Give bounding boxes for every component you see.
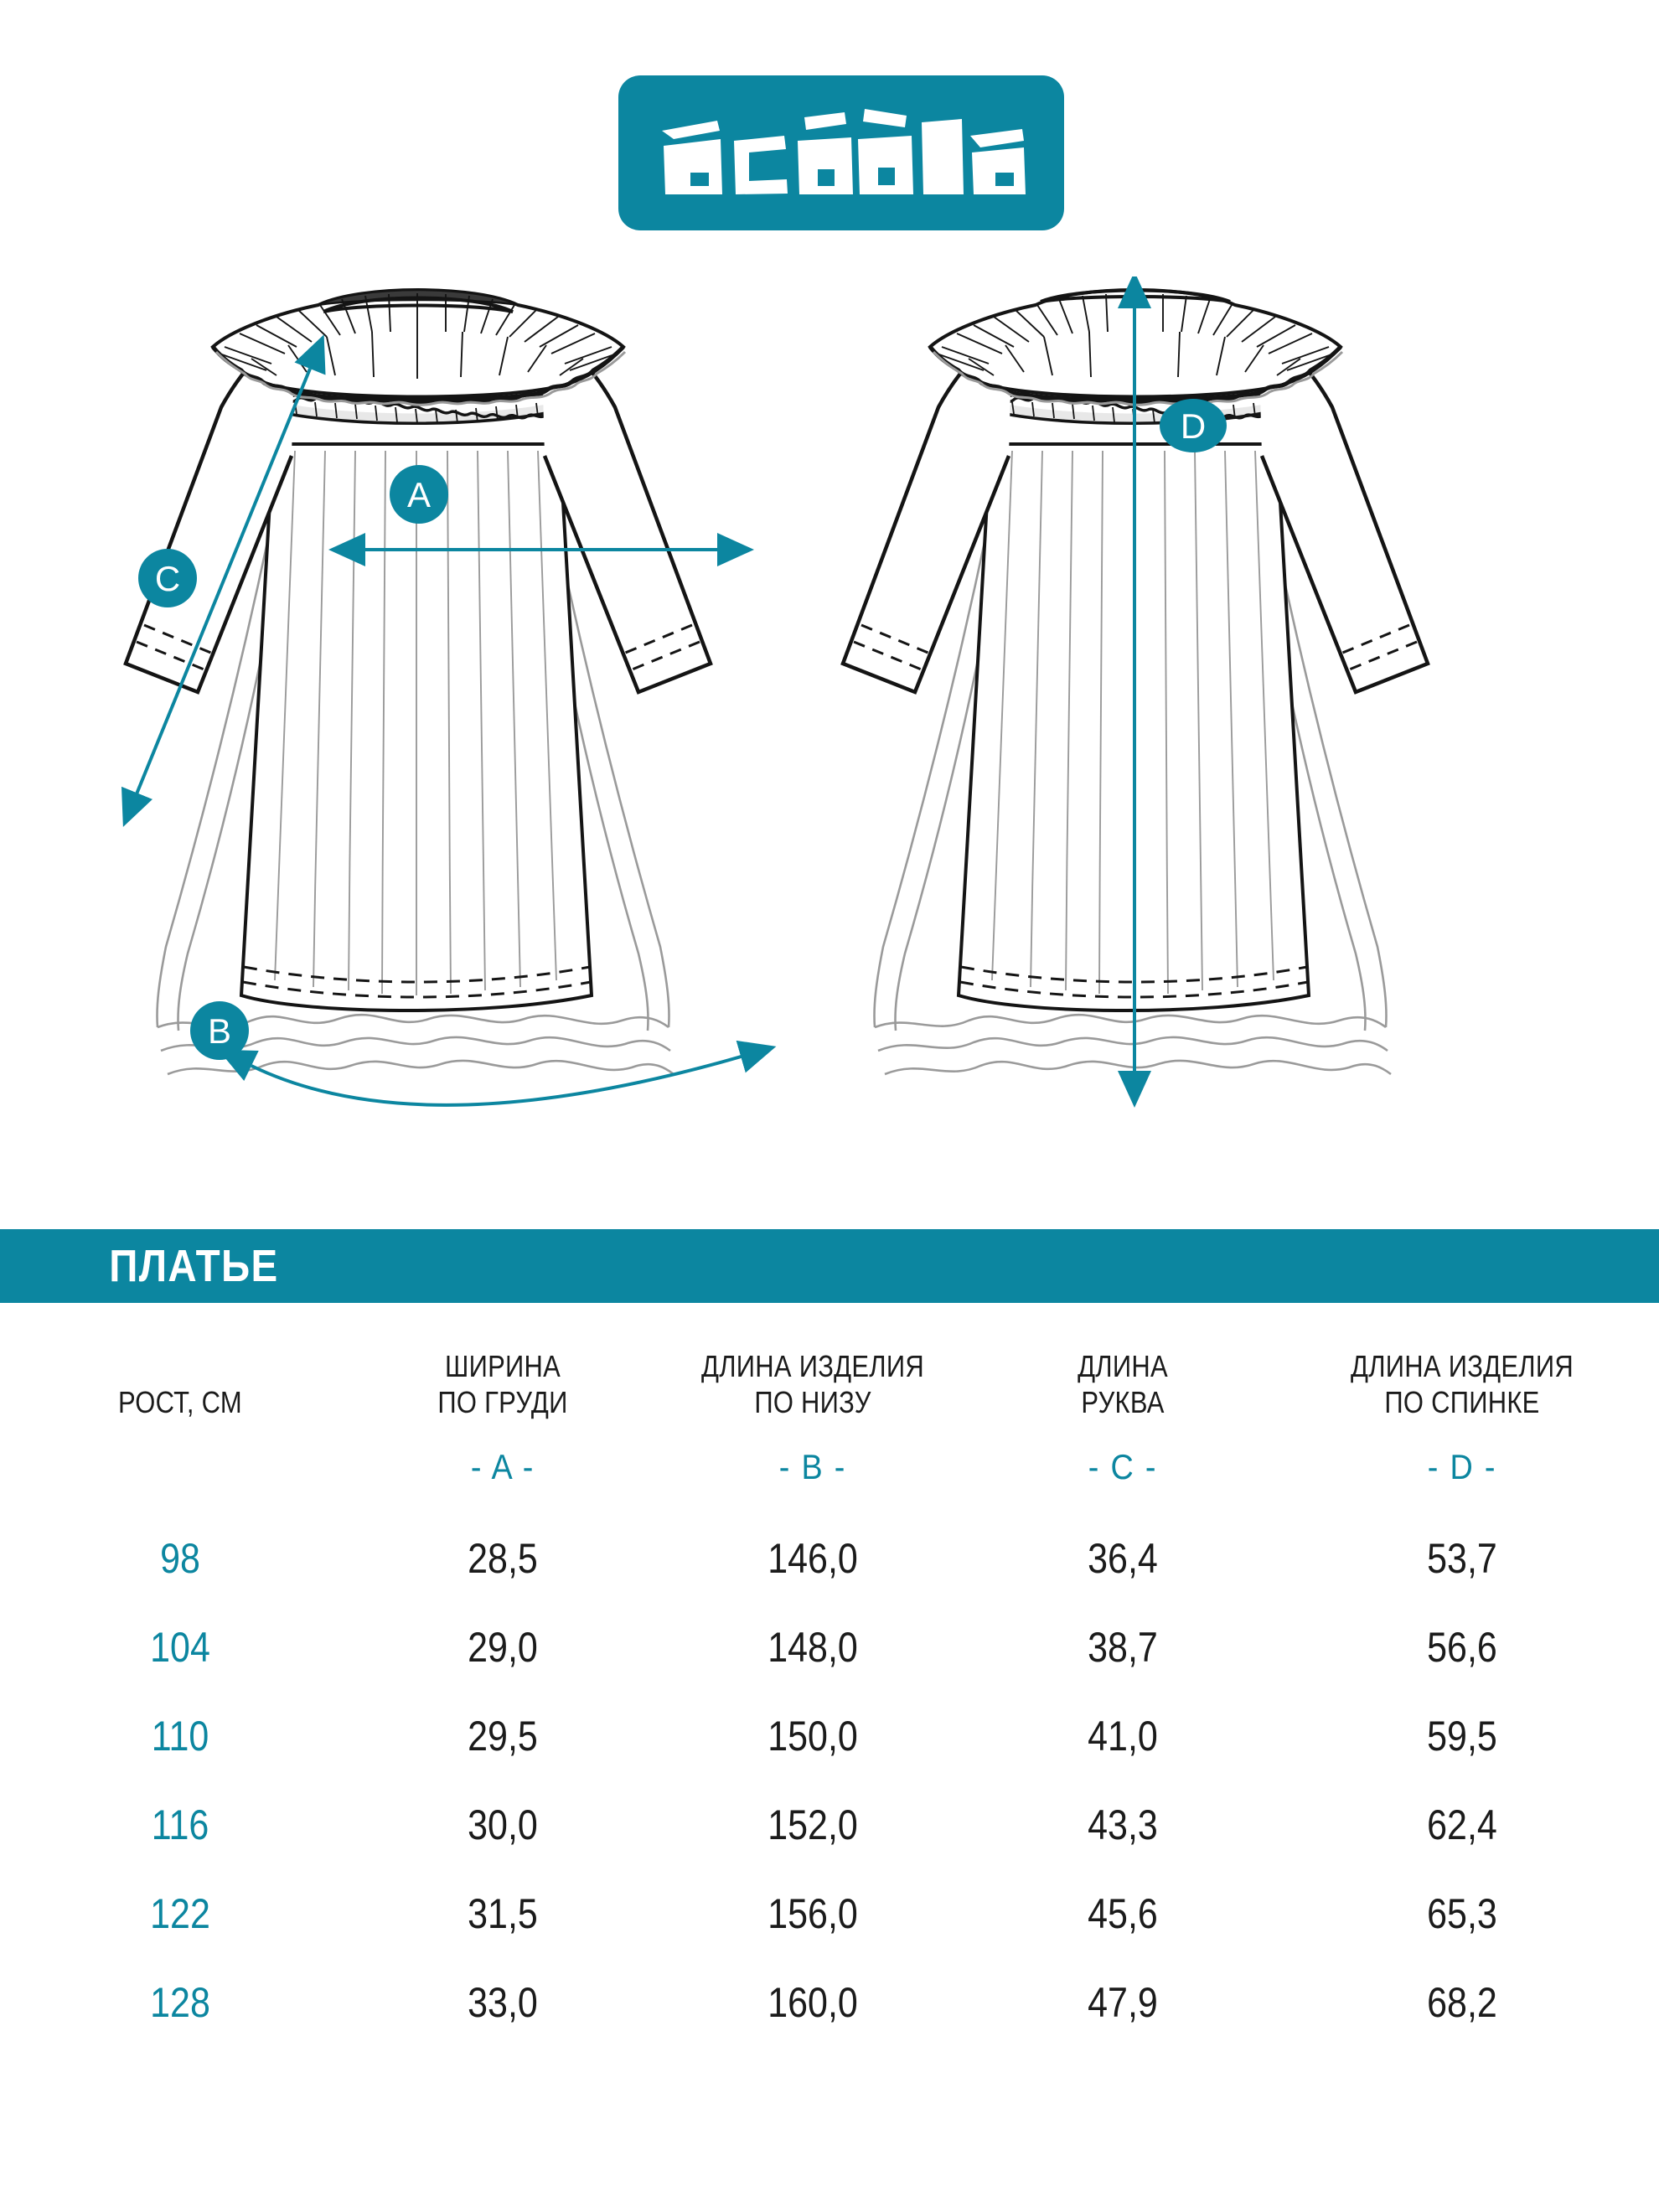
marker-label-a: A — [407, 475, 431, 514]
cell-a: 30,0 — [468, 1801, 538, 1848]
table-row: 98 28,5 146,0 36,4 53,7 — [0, 1514, 1659, 1603]
cell-d: 53,7 — [1427, 1535, 1497, 1582]
marker-badge-a — [390, 465, 448, 524]
cell-size: 128 — [150, 1979, 210, 2026]
back-hem-stitch — [959, 965, 1309, 999]
cell-a: 29,5 — [468, 1713, 538, 1760]
table-row: 110 29,5 150,0 41,0 59,5 — [0, 1692, 1659, 1780]
garment-illustrations: A C B — [0, 276, 1659, 1215]
size-table: РОСТ, СМ ШИРИНА ПО ГРУДИ ДЛИНА ИЗДЕЛИЯ П… — [0, 1320, 1659, 2047]
marker-badge-c — [138, 549, 197, 607]
table-row: 116 30,0 152,0 43,3 62,4 — [0, 1780, 1659, 1869]
cell-size: 116 — [151, 1801, 209, 1848]
marker-badge-d — [1160, 399, 1227, 452]
code-cell-b: - B - — [778, 1447, 847, 1486]
code-cell-c: - C - — [1088, 1447, 1158, 1486]
marker-label-c: C — [155, 559, 180, 598]
cell-a: 31,5 — [468, 1890, 538, 1937]
cell-d: 68,2 — [1427, 1979, 1497, 2026]
cell-size: 122 — [150, 1890, 210, 1937]
back-left-cuff-stitch — [853, 623, 931, 672]
cell-c: 45,6 — [1088, 1890, 1158, 1937]
front-collar — [210, 288, 627, 406]
cell-b: 146,0 — [767, 1535, 858, 1582]
cell-b: 156,0 — [767, 1890, 858, 1937]
table-row: 104 29,0 148,0 38,7 56,6 — [0, 1603, 1659, 1692]
header-cell-d: ДЛИНА ИЗДЕЛИЯ ПО СПИНКЕ — [1350, 1349, 1574, 1419]
code-cell-a: - A - — [470, 1447, 535, 1486]
cell-d: 65,3 — [1427, 1890, 1497, 1937]
cell-a: 29,0 — [468, 1624, 538, 1671]
front-view: A C B — [121, 288, 777, 1107]
back-view: D — [840, 276, 1430, 1108]
front-skirt — [239, 442, 594, 1013]
cell-a: 28,5 — [468, 1535, 538, 1582]
table-code-row: - A - - B - - C - - D - — [0, 1420, 1659, 1514]
cell-b: 160,0 — [767, 1979, 858, 2026]
measure-arrow-c — [121, 334, 326, 828]
cell-a: 33,0 — [468, 1979, 538, 2026]
code-cell-d: - D - — [1427, 1447, 1497, 1486]
table-row: 122 31,5 156,0 45,6 65,3 — [0, 1869, 1659, 1958]
table-row: 128 33,0 160,0 47,9 68,2 — [0, 1958, 1659, 2047]
cell-b: 148,0 — [767, 1624, 858, 1671]
marker-label-b: B — [208, 1011, 231, 1051]
header-cell-b: ДЛИНА ИЗДЕЛИЯ ПО НИЗУ — [700, 1349, 925, 1419]
cell-size: 98 — [160, 1535, 200, 1582]
back-right-cuff-stitch — [1340, 623, 1418, 672]
acoola-logo-icon — [662, 108, 1026, 194]
cell-c: 38,7 — [1088, 1624, 1158, 1671]
header-cell-height: РОСТ, СМ — [118, 1384, 242, 1419]
page-title: ПЛАТЬЕ — [109, 1241, 279, 1291]
cell-d: 59,5 — [1427, 1713, 1497, 1760]
cell-d: 56,6 — [1427, 1624, 1497, 1671]
cell-b: 152,0 — [767, 1801, 858, 1848]
header-cell-a: ШИРИНА ПО ГРУДИ — [437, 1349, 568, 1419]
marker-badge-b — [190, 1001, 249, 1060]
header-cell-c: ДЛИНА РУКВА — [1078, 1349, 1168, 1419]
front-hem-stitch — [242, 965, 592, 999]
cell-d: 62,4 — [1427, 1801, 1497, 1848]
cell-c: 41,0 — [1088, 1713, 1158, 1760]
cell-c: 36,4 — [1088, 1535, 1158, 1582]
front-right-cuff-stitch — [623, 623, 700, 672]
cell-size: 110 — [151, 1713, 209, 1760]
table-header-row: РОСТ, СМ ШИРИНА ПО ГРУДИ ДЛИНА ИЗДЕЛИЯ П… — [0, 1320, 1659, 1420]
brand-logo — [618, 75, 1064, 230]
cell-c: 43,3 — [1088, 1801, 1158, 1848]
back-collar — [928, 288, 1344, 406]
dress-technical-drawing: A C B — [121, 276, 1430, 1108]
cell-b: 150,0 — [767, 1713, 858, 1760]
section-title-bar: ПЛАТЬЕ — [0, 1229, 1659, 1303]
measure-arrow-b — [218, 1040, 777, 1107]
cell-size: 104 — [150, 1624, 210, 1671]
marker-label-d: D — [1181, 406, 1206, 446]
cell-c: 47,9 — [1088, 1979, 1158, 2026]
